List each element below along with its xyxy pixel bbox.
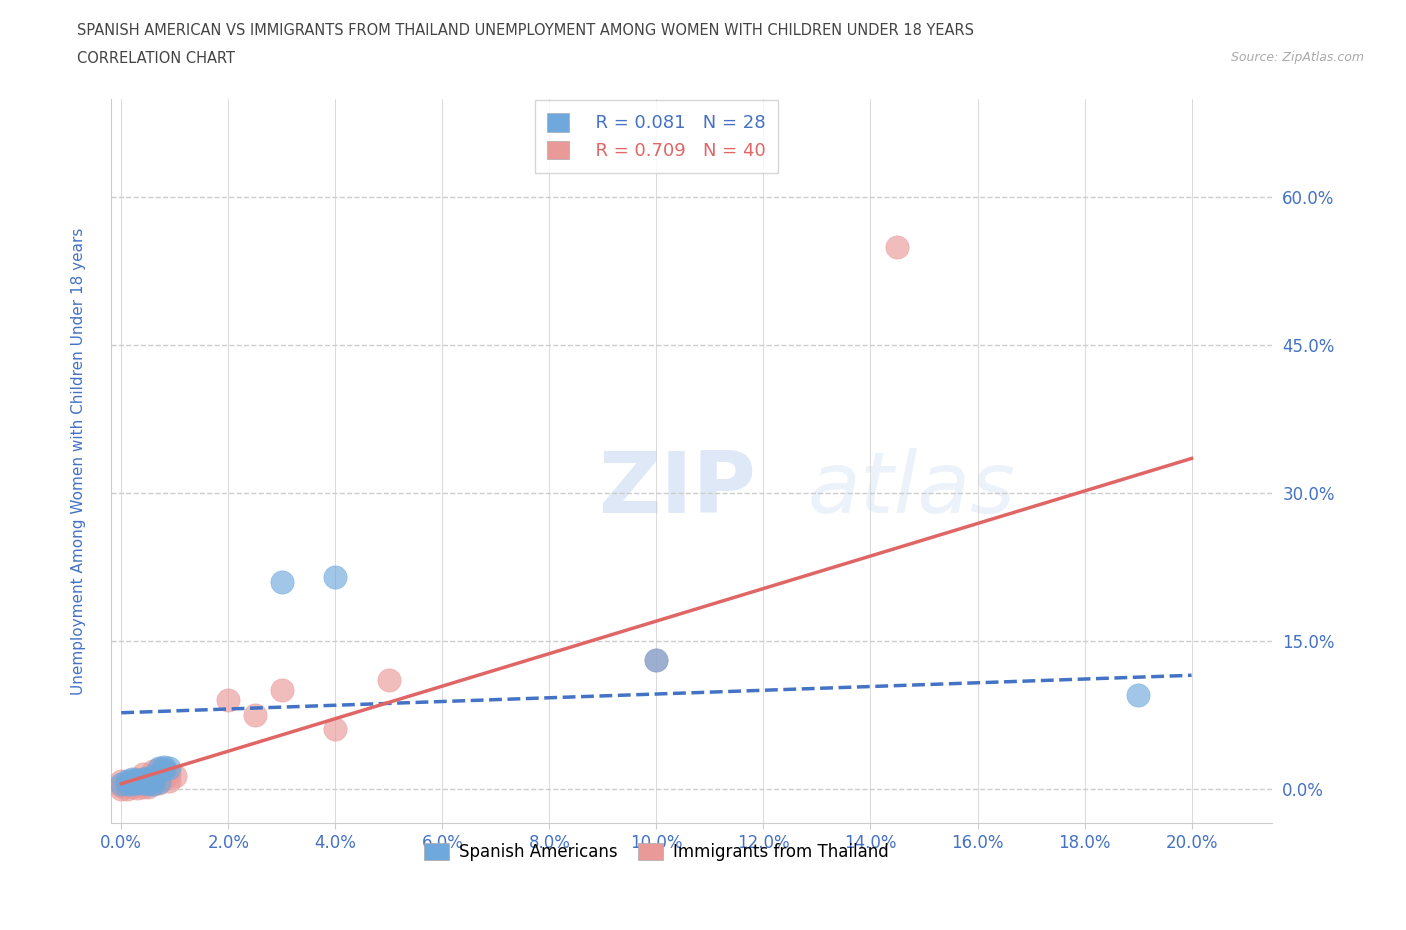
Point — [131, 766, 153, 781]
Text: Source: ZipAtlas.com: Source: ZipAtlas.com — [1230, 51, 1364, 64]
Point — [153, 771, 176, 786]
Y-axis label: Unemployment Among Women with Children Under 18 years: Unemployment Among Women with Children U… — [72, 227, 86, 695]
Point — [142, 777, 165, 791]
Point — [127, 775, 149, 790]
Point — [323, 569, 346, 584]
Point — [110, 774, 132, 789]
Point — [127, 772, 149, 787]
Point — [121, 779, 143, 794]
Point — [148, 768, 170, 783]
Point — [131, 777, 153, 791]
Point — [645, 653, 668, 668]
Point — [142, 764, 165, 778]
Point — [110, 781, 132, 796]
Legend: Spanish Americans, Immigrants from Thailand: Spanish Americans, Immigrants from Thail… — [416, 834, 897, 870]
Point — [136, 777, 159, 791]
Point — [131, 771, 153, 786]
Point — [136, 769, 159, 784]
Point — [153, 762, 176, 777]
Point — [121, 774, 143, 789]
Point — [121, 777, 143, 791]
Point — [153, 760, 176, 775]
Point — [886, 239, 908, 254]
Point — [110, 778, 132, 793]
Point — [110, 777, 132, 791]
Point — [142, 768, 165, 783]
Point — [148, 776, 170, 790]
Point — [127, 777, 149, 792]
Point — [270, 683, 292, 698]
Point — [163, 768, 186, 783]
Point — [136, 770, 159, 785]
Point — [131, 779, 153, 794]
Point — [153, 764, 176, 778]
Point — [142, 777, 165, 791]
Point — [136, 779, 159, 794]
Point — [131, 774, 153, 789]
Point — [115, 781, 138, 796]
Point — [157, 774, 180, 789]
Point — [148, 775, 170, 790]
Point — [115, 774, 138, 789]
Text: ZIP: ZIP — [599, 448, 756, 531]
Text: CORRELATION CHART: CORRELATION CHART — [77, 51, 235, 66]
Point — [142, 772, 165, 787]
Point — [142, 772, 165, 787]
Point — [148, 761, 170, 776]
Point — [127, 776, 149, 790]
Text: atlas: atlas — [807, 448, 1015, 531]
Point — [645, 653, 668, 668]
Point — [127, 771, 149, 786]
Point — [378, 672, 401, 687]
Point — [131, 776, 153, 790]
Point — [115, 778, 138, 793]
Point — [243, 708, 266, 723]
Point — [121, 774, 143, 789]
Point — [131, 771, 153, 786]
Point — [121, 777, 143, 791]
Point — [136, 772, 159, 787]
Point — [323, 722, 346, 737]
Point — [127, 780, 149, 795]
Point — [136, 775, 159, 790]
Point — [270, 574, 292, 589]
Point — [127, 775, 149, 790]
Point — [148, 772, 170, 787]
Point — [115, 777, 138, 791]
Point — [1126, 687, 1149, 702]
Point — [217, 693, 239, 708]
Point — [115, 776, 138, 790]
Text: SPANISH AMERICAN VS IMMIGRANTS FROM THAILAND UNEMPLOYMENT AMONG WOMEN WITH CHILD: SPANISH AMERICAN VS IMMIGRANTS FROM THAI… — [77, 23, 974, 38]
Point — [136, 775, 159, 790]
Point — [148, 762, 170, 777]
Point — [142, 768, 165, 783]
Point — [157, 766, 180, 781]
Point — [121, 771, 143, 786]
Point — [157, 761, 180, 776]
